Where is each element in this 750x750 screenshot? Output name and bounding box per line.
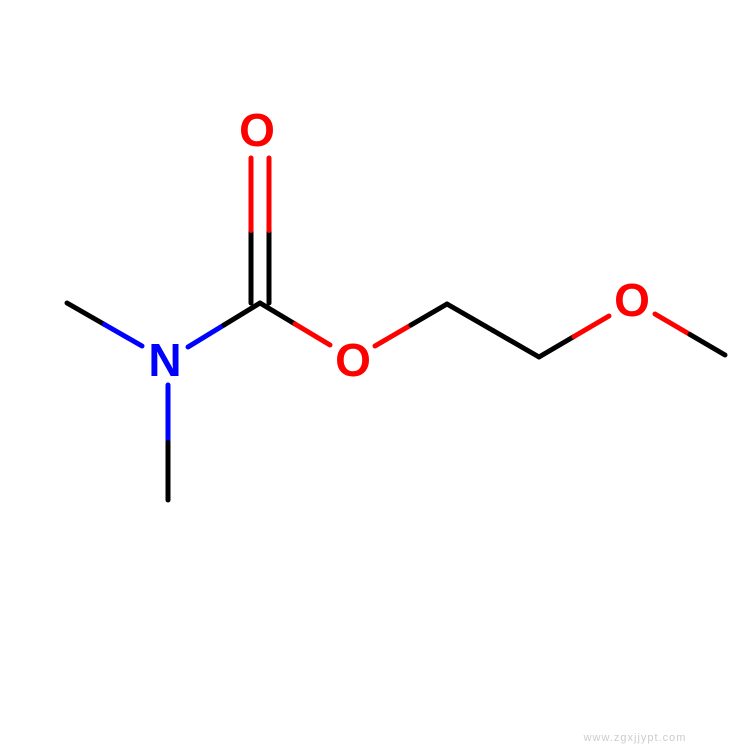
chemical-structure-canvas: N O O O www.zgxjjypt.com	[0, 0, 750, 750]
atom-label-N: N	[148, 333, 181, 387]
atom-label-O3_ether: O	[614, 273, 650, 327]
atom-label-O2_ester: O	[335, 333, 371, 387]
watermark-text: www.zgxjjypt.com	[584, 732, 687, 744]
atom-label-O1_dbl: O	[239, 103, 275, 157]
bond-svg	[0, 0, 750, 750]
